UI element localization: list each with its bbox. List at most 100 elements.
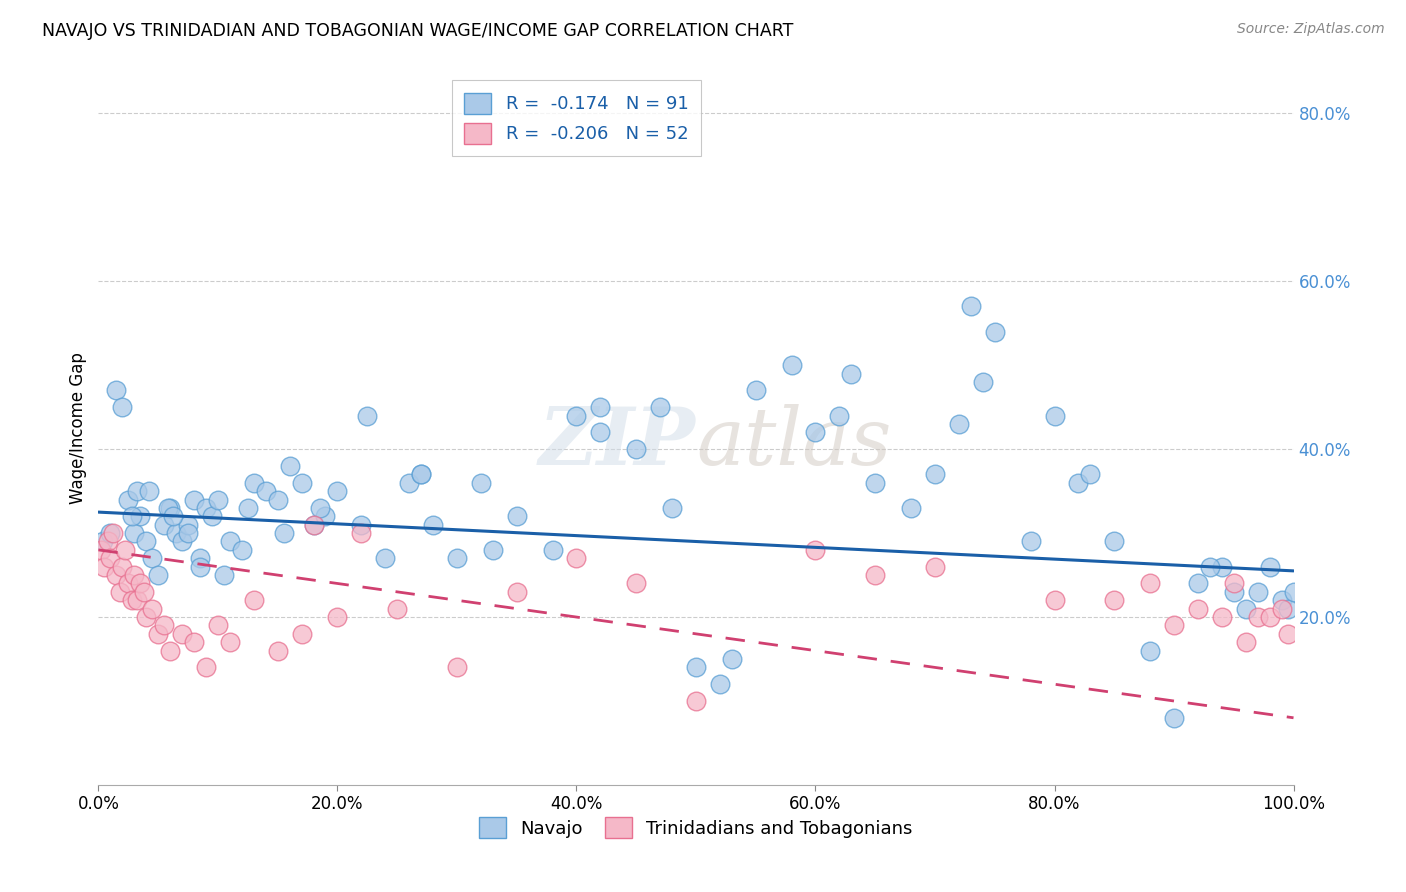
Point (446, 660, 468, 674)
Point (1163, 711, 1185, 725)
Point (1163, 618, 1185, 632)
Point (302, 517, 325, 532)
Point (121, 593, 143, 607)
Point (709, 677, 731, 691)
Point (1187, 601, 1209, 615)
Point (93, 559, 115, 574)
Point (212, 568, 235, 582)
Point (589, 400, 612, 414)
Point (97, 534, 120, 549)
Point (207, 492, 229, 507)
Point (960, 300, 983, 314)
Point (865, 568, 887, 582)
Point (125, 593, 148, 607)
Point (1247, 610, 1270, 624)
Point (201, 509, 224, 524)
Point (183, 492, 205, 507)
Point (291, 627, 314, 641)
Point (183, 635, 205, 649)
Point (1104, 534, 1126, 549)
Point (1043, 409, 1066, 423)
Point (117, 492, 139, 507)
Point (302, 517, 325, 532)
Point (1139, 643, 1161, 657)
Point (1223, 585, 1246, 599)
Point (721, 652, 744, 666)
Point (1277, 627, 1299, 641)
Point (98, 526, 122, 541)
Point (984, 325, 1007, 339)
Point (565, 551, 588, 566)
Point (1247, 585, 1270, 599)
Point (105, 568, 128, 582)
Point (972, 375, 994, 389)
Point (1104, 593, 1126, 607)
Point (650, 400, 672, 414)
Point (129, 509, 152, 524)
Point (541, 542, 564, 557)
Point (114, 542, 136, 557)
Point (422, 517, 444, 532)
Point (1211, 610, 1233, 624)
Point (124, 568, 146, 582)
Point (385, 601, 409, 615)
Point (153, 618, 176, 632)
Point (135, 534, 157, 549)
Point (924, 559, 946, 574)
Point (148, 568, 170, 582)
Point (589, 425, 612, 440)
Point (188, 551, 211, 566)
Point (125, 484, 148, 499)
Point (1199, 559, 1222, 574)
Point (162, 509, 184, 524)
Point (1019, 534, 1042, 549)
Point (1258, 610, 1281, 624)
Point (924, 467, 946, 482)
Point (900, 500, 922, 515)
Point (98, 551, 122, 566)
Point (141, 551, 163, 566)
Point (1282, 585, 1305, 599)
Point (135, 610, 157, 624)
Point (108, 585, 131, 599)
Point (350, 517, 373, 532)
Point (243, 475, 266, 490)
Point (111, 400, 134, 414)
Point (350, 526, 373, 541)
Point (101, 526, 124, 541)
Point (156, 500, 179, 515)
Point (506, 585, 529, 599)
Point (129, 576, 152, 591)
Point (506, 509, 529, 524)
Point (780, 358, 803, 372)
Point (111, 559, 134, 574)
Point (315, 509, 337, 524)
Point (207, 618, 229, 632)
Point (1139, 576, 1161, 591)
Point (236, 500, 259, 515)
Point (243, 593, 266, 607)
Point (153, 517, 176, 532)
Point (165, 526, 187, 541)
Point (804, 425, 827, 440)
Point (1271, 601, 1294, 615)
Point (132, 585, 155, 599)
Point (254, 484, 277, 499)
Point (105, 384, 128, 398)
Point (91, 534, 114, 549)
Point (1271, 593, 1294, 607)
Point (326, 610, 349, 624)
Point (267, 492, 290, 507)
Point (482, 542, 505, 557)
Point (745, 384, 768, 398)
Point (1223, 576, 1246, 591)
Point (159, 500, 181, 515)
Point (1234, 635, 1257, 649)
Point (411, 467, 433, 482)
Text: ZIP: ZIP (538, 404, 696, 481)
Point (470, 475, 492, 490)
Text: atlas: atlas (696, 404, 891, 481)
Point (1067, 475, 1090, 490)
Point (138, 484, 160, 499)
Point (446, 551, 468, 566)
